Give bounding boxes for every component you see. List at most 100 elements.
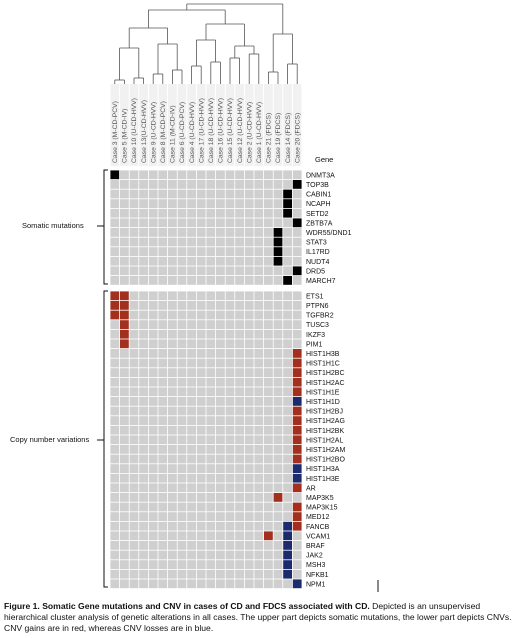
cnv-gene-label: PTPN6 <box>306 303 329 310</box>
cnv-cell <box>216 368 225 377</box>
cnv-cell <box>148 291 158 301</box>
cnv-cell <box>244 531 254 541</box>
cnv-cell <box>292 368 302 377</box>
somatic-cell <box>292 276 302 285</box>
cnv-cell <box>120 569 129 579</box>
cnv-cell <box>129 368 139 377</box>
cnv-cell <box>216 579 225 589</box>
somatic-cell <box>206 276 216 285</box>
somatic-cell <box>216 208 225 218</box>
cnv-cell <box>187 387 196 397</box>
cnv-cell <box>129 531 139 541</box>
somatic-cell <box>139 276 148 285</box>
cnv-cell <box>120 387 129 397</box>
cnv-cell <box>139 416 148 425</box>
cnv-cell <box>244 406 254 416</box>
case-label: Case 16 (U-CD-HVV) <box>218 98 225 163</box>
cnv-cell <box>283 358 292 368</box>
cnv-cell <box>110 310 120 320</box>
cnv-cell <box>139 377 148 387</box>
cnv-cell <box>177 329 187 339</box>
somatic-cell <box>273 247 283 256</box>
somatic-gene-label: DRD5 <box>306 268 325 275</box>
cnv-cell <box>292 397 302 406</box>
cnv-cell <box>120 397 129 406</box>
cnv-cell <box>254 301 264 310</box>
cnv-cell <box>139 445 148 454</box>
case-label: Case 8 (M-CD-PCV) <box>160 101 167 163</box>
cnv-cell <box>254 397 264 406</box>
cnv-cell <box>283 464 292 473</box>
cnv-cell <box>187 416 196 425</box>
cnv-cell <box>273 425 283 435</box>
cnv-cell <box>177 512 187 521</box>
cnv-cell <box>148 483 158 493</box>
cnv-cell <box>187 454 196 464</box>
somatic-cell <box>139 237 148 247</box>
somatic-cell <box>110 189 120 199</box>
cnv-cell <box>148 310 158 320</box>
cnv-cell <box>187 377 196 387</box>
case-label-band <box>110 84 120 166</box>
cnv-cell <box>235 387 244 397</box>
somatic-cell <box>187 228 196 237</box>
cnv-cell <box>120 502 129 512</box>
somatic-cell <box>264 218 273 228</box>
cnv-cell <box>206 425 216 435</box>
somatic-cell <box>283 266 292 276</box>
somatic-cell <box>120 247 129 256</box>
somatic-cell <box>225 276 235 285</box>
group-bracket-cnv <box>97 290 108 588</box>
cnv-cell <box>139 368 148 377</box>
cnv-cell <box>158 416 168 425</box>
cnv-cell <box>120 579 129 589</box>
cnv-cell <box>139 454 148 464</box>
cnv-gene-label: HIST1H3E <box>306 476 340 483</box>
cnv-cell <box>196 310 206 320</box>
cnv-cell <box>177 406 187 416</box>
somatic-cell <box>196 180 206 189</box>
cnv-cell <box>273 493 283 502</box>
cnv-cell <box>264 349 273 358</box>
cnv-cell <box>158 531 168 541</box>
gene-labels: DNMT3A TOP3B CABIN1 NCAPH SETD2 ZBTB7A WDR55/D… <box>306 172 352 588</box>
cnv-cell <box>254 445 264 454</box>
cnv-cell <box>110 550 120 560</box>
cnv-cell <box>254 579 264 589</box>
cnv-cell <box>187 483 196 493</box>
cnv-cell <box>264 560 273 569</box>
cnv-gene-label: NFKB1 <box>306 572 329 579</box>
cnv-cell <box>264 377 273 387</box>
cnv-cell <box>168 368 177 377</box>
cnv-cell <box>139 291 148 301</box>
cnv-cell <box>206 569 216 579</box>
cnv-cell <box>273 301 283 310</box>
cnv-cell <box>148 368 158 377</box>
cnv-cell <box>177 521 187 531</box>
somatic-cell <box>283 189 292 199</box>
cnv-cell <box>292 320 302 329</box>
cnv-cell <box>235 416 244 425</box>
cnv-cell <box>216 445 225 454</box>
somatic-cell <box>129 228 139 237</box>
cnv-cell <box>264 310 273 320</box>
somatic-gene-label: SETD2 <box>306 211 329 218</box>
cnv-cell <box>158 521 168 531</box>
somatic-gene-label: CABIN1 <box>306 192 331 199</box>
somatic-cell <box>187 276 196 285</box>
somatic-cell <box>273 218 283 228</box>
somatic-cell <box>139 256 148 266</box>
cnv-cell <box>235 464 244 473</box>
cnv-cell <box>225 397 235 406</box>
somatic-cell <box>283 199 292 208</box>
cnv-cell <box>158 301 168 310</box>
cnv-cell <box>196 454 206 464</box>
somatic-cell <box>216 218 225 228</box>
cnv-cell <box>206 512 216 521</box>
cnv-cell <box>129 377 139 387</box>
cnv-gene-label: MAP3K5 <box>306 495 334 502</box>
cnv-cell <box>206 579 216 589</box>
cnv-gene-label: HIST1H3B <box>306 351 340 358</box>
cnv-cell <box>168 569 177 579</box>
cnv-cell <box>283 560 292 569</box>
